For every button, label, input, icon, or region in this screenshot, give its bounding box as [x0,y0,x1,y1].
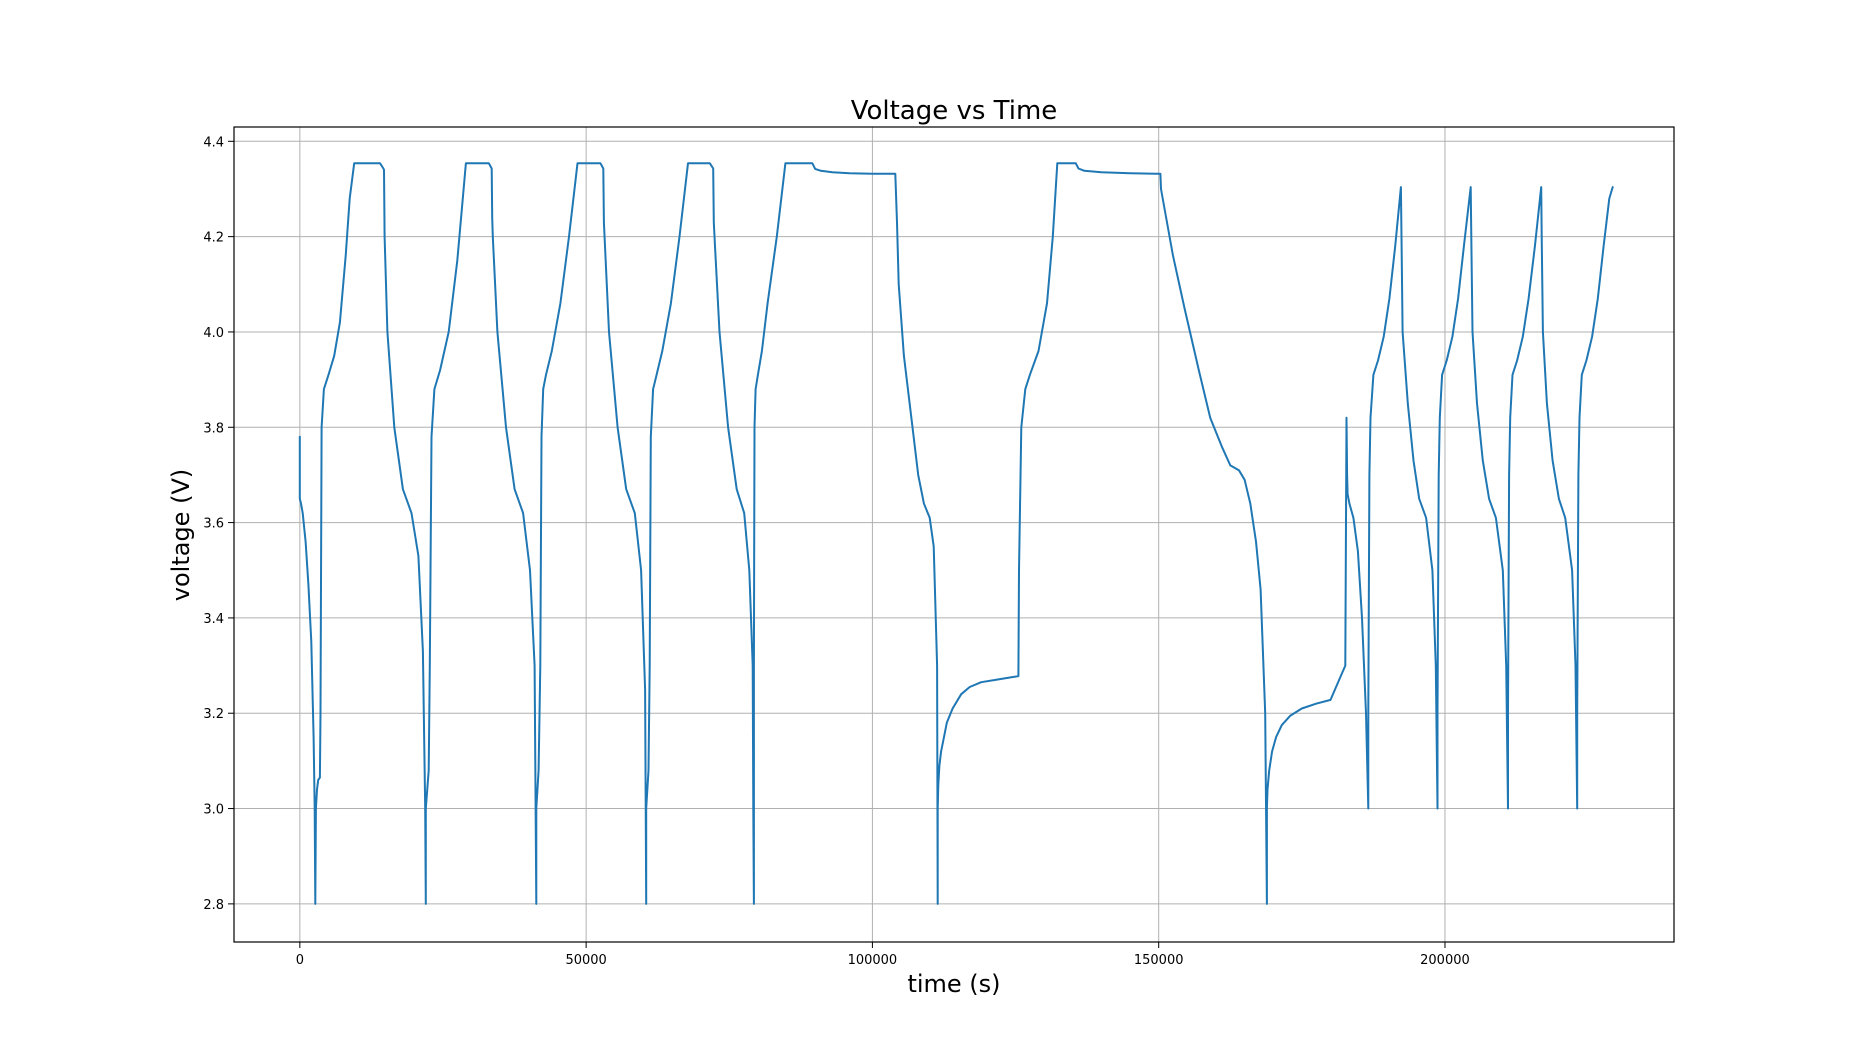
y-tick-label: 3.4 [203,612,224,627]
ticks: 0 50000 100000 150000 200000 2.8 3.0 3.2 3.4 3.6 3… [203,135,1469,968]
y-tick-label: 3.6 [203,517,224,532]
y-tick-label: 4.2 [203,231,224,246]
x-axis-label: time (s) [907,970,1000,998]
x-tick-label: 150000 [1134,953,1184,968]
y-tick-label: 2.8 [203,898,224,913]
grid [234,127,1674,942]
x-tick-label: 50000 [565,953,606,968]
plot-lines [298,162,1614,905]
y-tick-label: 4.4 [203,135,224,150]
x-tick-label: 0 [296,953,304,968]
chart-title: Voltage vs Time [851,96,1058,126]
y-tick-label: 3.2 [203,707,224,722]
y-tick-label: 3.0 [203,803,224,818]
x-tick-label: 200000 [1420,953,1470,968]
y-axis-label: voltage (V) [167,469,195,601]
x-tick-label: 100000 [848,953,898,968]
series-line-0 [298,162,1614,905]
plot-frame [233,126,1675,943]
y-tick-label: 3.8 [203,421,224,436]
y-tick-label: 4.0 [203,326,224,341]
